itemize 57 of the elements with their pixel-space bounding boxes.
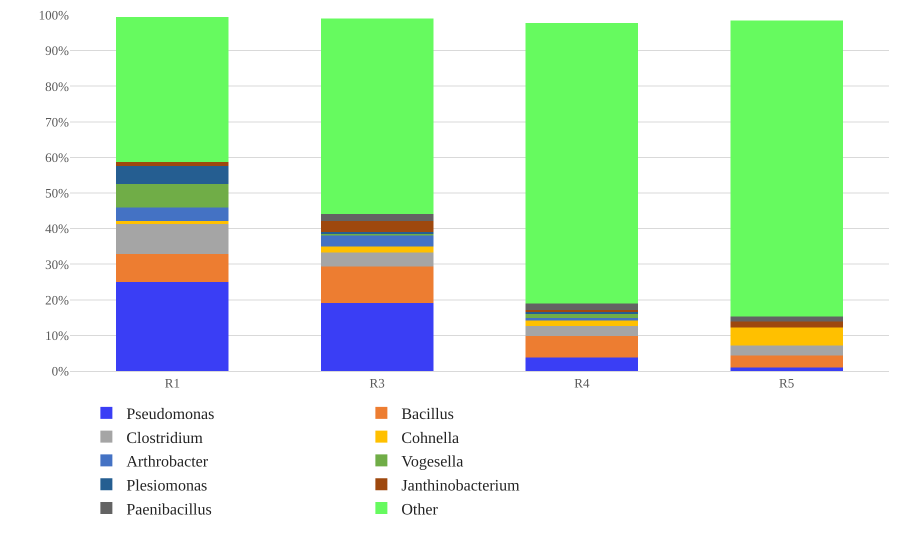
bar xyxy=(526,23,638,304)
bar xyxy=(730,355,843,368)
bar xyxy=(730,346,843,356)
legend-label: Vogesella xyxy=(401,454,464,471)
bar xyxy=(116,282,229,371)
legend-label: Plesiomonas xyxy=(126,477,208,494)
bar xyxy=(526,320,638,326)
bar xyxy=(116,166,229,184)
bar xyxy=(526,314,638,318)
x-tick-label: R1 xyxy=(164,376,180,391)
bar xyxy=(526,336,638,358)
bar xyxy=(116,16,229,162)
bar xyxy=(320,266,434,303)
bar xyxy=(730,367,843,371)
legend-label: Janthinobacterium xyxy=(401,477,520,494)
y-tick-label: 70% xyxy=(45,114,70,130)
bar xyxy=(320,221,434,232)
bar xyxy=(116,184,229,208)
bar xyxy=(526,303,638,310)
y-tick-label: 50% xyxy=(45,186,70,201)
y-tick-label: 10% xyxy=(45,328,70,343)
legend-label: Bacillus xyxy=(401,406,454,424)
x-tick-label: R4 xyxy=(574,376,590,391)
x-tick-label: R3 xyxy=(370,376,385,391)
bar xyxy=(526,357,638,371)
bar xyxy=(526,326,638,336)
legend-label: Other xyxy=(401,501,438,518)
legend-label: Pseudomonas xyxy=(126,406,214,424)
bar xyxy=(320,18,434,214)
bar xyxy=(116,224,229,254)
bar xyxy=(116,221,229,224)
y-tick-label: 90% xyxy=(45,43,70,58)
bar xyxy=(320,252,434,267)
y-tick-label: 80% xyxy=(45,78,70,94)
bar xyxy=(320,214,434,222)
bar xyxy=(320,246,434,252)
bar xyxy=(320,235,434,246)
bar xyxy=(730,322,843,328)
y-tick-label: 0% xyxy=(52,364,70,379)
bar xyxy=(116,208,229,222)
x-tick-label: R5 xyxy=(779,376,794,391)
legend-label: Arthrobacter xyxy=(126,454,209,471)
bar xyxy=(730,20,843,317)
bar xyxy=(730,328,843,346)
bar xyxy=(730,316,843,322)
y-tick-label: 40% xyxy=(45,221,70,236)
y-tick-label: 60% xyxy=(45,150,70,165)
y-tick-label: 30% xyxy=(45,256,70,272)
bar xyxy=(116,162,229,166)
legend-label: Clostridium xyxy=(126,430,204,447)
legend-label: Cohnella xyxy=(401,430,460,447)
bar xyxy=(320,303,434,371)
y-tick-label: 20% xyxy=(45,292,70,308)
y-tick-label: 100% xyxy=(38,8,70,23)
bar xyxy=(526,318,638,320)
bar xyxy=(116,254,229,282)
legend-label: Paenibacillus xyxy=(126,501,212,518)
